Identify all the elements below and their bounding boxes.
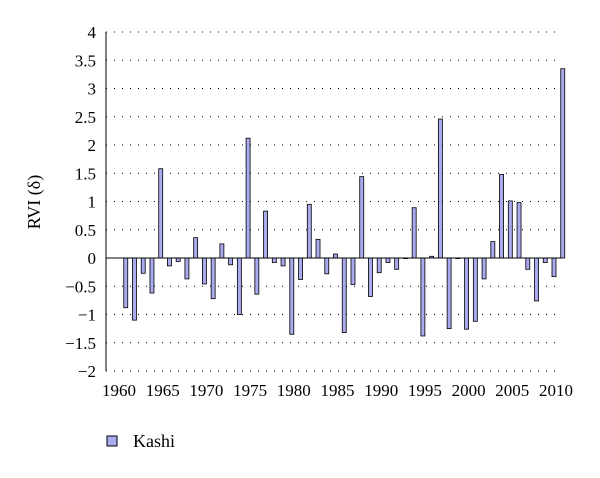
legend-swatch: [106, 435, 118, 447]
y-tick-labels: 4 3.5 3 2.5 2 1.5 1 0.5 0 −0.5 −1 −1.5 −2: [65, 23, 96, 381]
x-tick-labels: 1960 1965 1970 1975 1980 1985 1990 1995 2000 2005…: [102, 381, 573, 400]
y-tick-label: 0.5: [75, 221, 96, 240]
x-tick-label: 1985: [321, 381, 355, 400]
y-tick-label: 0: [88, 249, 97, 268]
y-axis-title: RVI (δ): [24, 175, 45, 230]
axes: [105, 32, 562, 371]
bar-1982: [306, 203, 312, 259]
bar-2007: [525, 257, 531, 270]
x-tick-label: 1965: [146, 381, 180, 400]
bar-1997: [437, 118, 443, 259]
bar-1980: [289, 257, 295, 335]
legend-label-kashi: Kashi: [133, 431, 175, 451]
bar-2003: [490, 241, 496, 259]
bar-2000: [464, 257, 470, 330]
bar-1984: [324, 257, 330, 275]
bar-1987: [350, 257, 356, 285]
x-tick-label: 1990: [364, 381, 398, 400]
y-tick-label: 2: [88, 136, 97, 155]
bar-2010: [551, 257, 557, 278]
bar-1968: [184, 257, 190, 280]
bar-1963: [140, 257, 146, 274]
y-tick-label: 3.5: [75, 51, 96, 70]
bar-1990: [376, 257, 382, 274]
bar-2011: [560, 68, 566, 259]
x-tick-label: 2000: [452, 381, 486, 400]
bar-2004: [499, 173, 504, 259]
bar-1962: [132, 257, 137, 321]
bar-1981: [298, 257, 303, 280]
bar-1994: [411, 207, 417, 259]
y-tick-label: −1.5: [65, 334, 96, 353]
y-tick-label: −0.5: [65, 277, 96, 296]
bar-1966: [167, 257, 172, 267]
x-tick-label: 1980: [277, 381, 311, 400]
y-tick-label: −1: [78, 306, 96, 325]
legend: Kashi: [106, 431, 175, 451]
bar-1985: [333, 253, 338, 259]
bar-1970: [201, 257, 207, 285]
bar-1964: [149, 257, 155, 294]
y-tick-label: 1.5: [75, 164, 96, 183]
bar-1967: [175, 257, 181, 262]
grid-lines: [106, 31, 562, 372]
bar-2006: [516, 202, 522, 259]
y-tick-label: 4: [88, 23, 97, 42]
bar-2008: [534, 257, 539, 302]
bar-1977: [263, 210, 268, 259]
bar-1989: [368, 257, 373, 297]
y-tick-label: −2: [78, 362, 96, 381]
bar-2002: [481, 257, 487, 280]
bar-2005: [507, 200, 513, 259]
x-tick-label: 2005: [495, 381, 529, 400]
x-tick-label: 1970: [189, 381, 223, 400]
bar-2009: [542, 257, 548, 263]
bar-1998: [446, 257, 452, 330]
bar-1979: [280, 257, 286, 267]
bars: [123, 68, 566, 337]
bar-1961: [123, 257, 129, 309]
bar-1974: [236, 257, 242, 315]
bar-1969: [193, 237, 199, 259]
bar-1988: [359, 176, 365, 259]
x-tick-label: 2010: [539, 381, 573, 400]
bar-1972: [219, 243, 225, 259]
bar-2001: [472, 257, 478, 322]
bar-1983: [315, 238, 321, 259]
x-tick-label: 1975: [233, 381, 267, 400]
bar-1976: [254, 257, 260, 295]
y-tick-label: 2.5: [75, 108, 96, 127]
bar-1986: [341, 257, 347, 333]
bar-1971: [210, 257, 216, 300]
bar-1975: [245, 137, 251, 259]
bar-1991: [385, 257, 391, 263]
bar-1995: [420, 257, 426, 337]
y-tick-label: 1: [88, 193, 97, 212]
bar-1973: [228, 257, 234, 266]
bar-1992: [394, 257, 400, 270]
x-tick-label: 1995: [408, 381, 442, 400]
y-tick-label: 3: [88, 80, 97, 99]
x-tick-label: 1960: [102, 381, 136, 400]
bar-1978: [271, 257, 277, 263]
bar-1965: [158, 168, 164, 259]
